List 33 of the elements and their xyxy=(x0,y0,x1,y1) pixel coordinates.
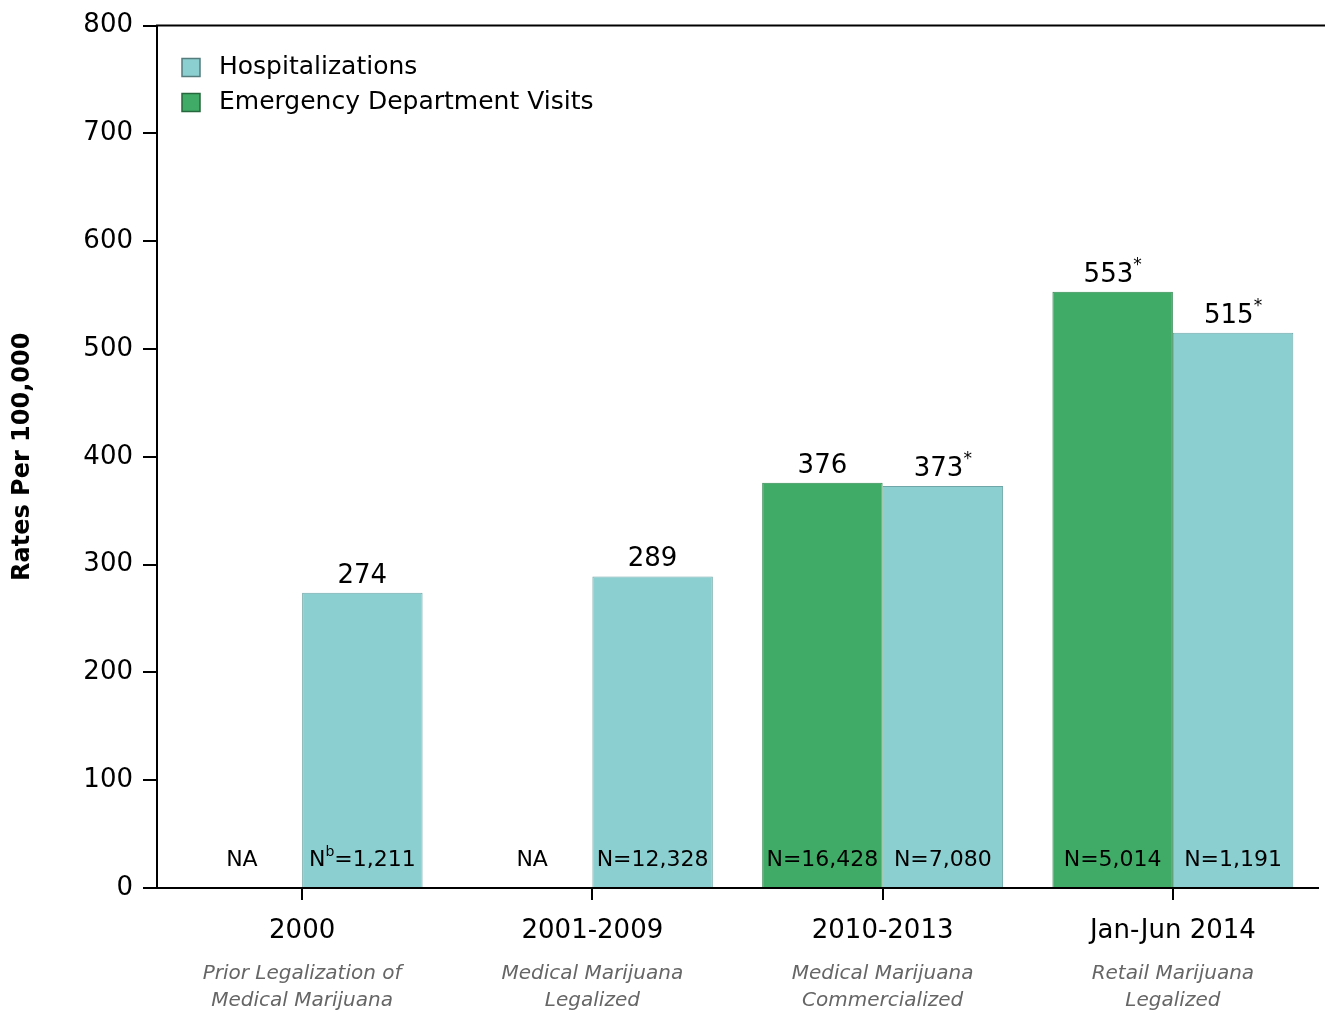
annotation: N=7,080 xyxy=(893,846,992,871)
legend-label: Emergency Department Visits xyxy=(219,86,594,116)
annotation: N=5,014 xyxy=(1063,846,1162,871)
annotation: N=16,428 xyxy=(766,846,879,871)
x-tick-label: 2000 xyxy=(269,914,336,945)
annotation: NA xyxy=(516,846,548,871)
x-tick-label: 2010-2013 xyxy=(811,914,954,945)
x-tick-label: 2001-2009 xyxy=(521,914,664,945)
data-label: 289 xyxy=(627,542,678,573)
y-tick-label: 0 xyxy=(116,870,133,901)
text: Prior Legalization of Medical Marijuana xyxy=(202,960,405,1011)
text: Medical Marijuana Legalized xyxy=(501,960,684,1011)
data-label: 373* xyxy=(913,448,972,482)
y-tick-label: 200 xyxy=(83,655,133,686)
text: Medical Marijuana Commercialized xyxy=(791,960,974,1011)
y-tick-label: 100 xyxy=(83,762,133,793)
legend-label: Hospitalizations xyxy=(219,51,418,81)
y-axis-title: Rates Per 100,000 xyxy=(6,332,35,582)
annotation: N=12,328 xyxy=(596,846,709,871)
data-label: 515* xyxy=(1204,295,1263,329)
y-tick-label: 700 xyxy=(83,116,133,147)
x-tick-label: Jan-Jun 2014 xyxy=(1087,914,1256,945)
data-label: 376 xyxy=(797,448,848,479)
y-tick-label: 800 xyxy=(83,8,133,39)
annotation: NA xyxy=(226,846,258,871)
y-tick-label: 600 xyxy=(83,223,133,254)
y-tick-label: 500 xyxy=(83,331,133,362)
data-label: 553* xyxy=(1083,254,1142,288)
data-label: 274 xyxy=(337,558,388,589)
y-tick-label: 400 xyxy=(83,439,133,470)
annotation: N=1,191 xyxy=(1184,846,1283,871)
y-tick-label: 300 xyxy=(83,547,133,578)
text: Retail Marijuana Legalized xyxy=(1091,960,1255,1011)
